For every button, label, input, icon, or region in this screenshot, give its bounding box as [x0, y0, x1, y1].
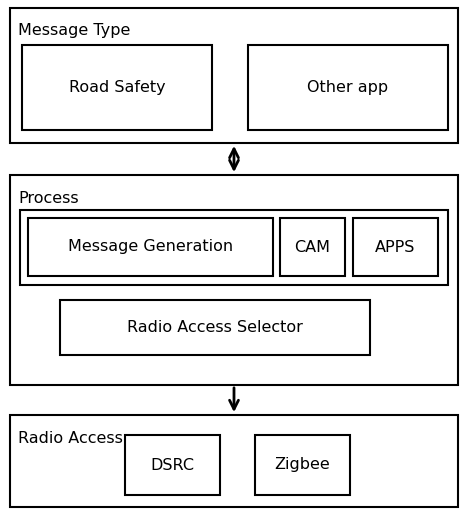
- Bar: [255, 435, 350, 495]
- Text: Radio Access Selector: Radio Access Selector: [127, 320, 303, 335]
- Text: Other app: Other app: [307, 80, 388, 95]
- Bar: [28, 218, 273, 276]
- Bar: [280, 218, 345, 276]
- Text: CAM: CAM: [294, 240, 330, 254]
- Bar: [22, 45, 212, 130]
- Text: Radio Access: Radio Access: [18, 431, 123, 446]
- Bar: [20, 210, 448, 285]
- Text: Message Generation: Message Generation: [68, 240, 233, 254]
- Text: DSRC: DSRC: [151, 457, 195, 472]
- Text: Message Type: Message Type: [18, 23, 131, 38]
- Bar: [125, 435, 220, 495]
- Bar: [10, 175, 458, 385]
- Bar: [10, 8, 458, 143]
- Bar: [248, 45, 448, 130]
- Text: Process: Process: [18, 191, 79, 206]
- Text: Zigbee: Zigbee: [275, 457, 330, 472]
- Bar: [10, 415, 458, 507]
- Text: Road Safety: Road Safety: [69, 80, 165, 95]
- Bar: [353, 218, 438, 276]
- Bar: [60, 300, 370, 355]
- Text: APPS: APPS: [375, 240, 416, 254]
